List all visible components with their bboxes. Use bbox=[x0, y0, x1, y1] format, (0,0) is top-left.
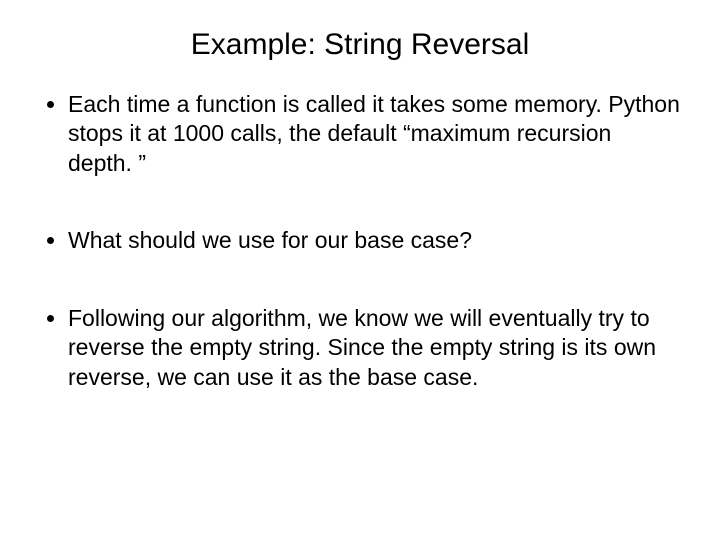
bullet-list: Each time a function is called it takes … bbox=[40, 90, 680, 392]
list-item: Each time a function is called it takes … bbox=[68, 90, 680, 178]
list-item: Following our algorithm, we know we will… bbox=[68, 304, 680, 392]
list-item: What should we use for our base case? bbox=[68, 226, 680, 255]
slide-title: Example: String Reversal bbox=[40, 28, 680, 62]
slide: Example: String Reversal Each time a fun… bbox=[0, 0, 720, 540]
